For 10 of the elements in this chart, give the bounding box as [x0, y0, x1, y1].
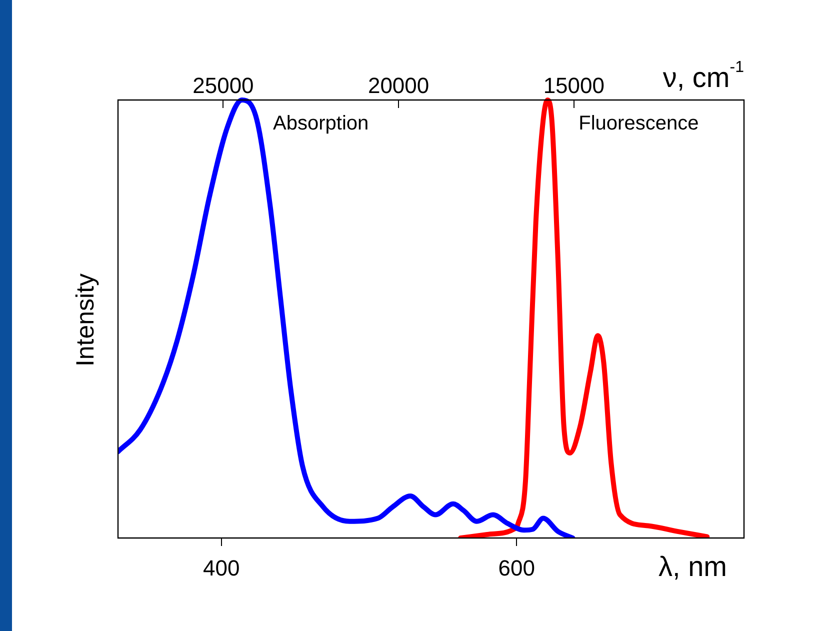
x-axis-title: λ, nm: [658, 551, 727, 582]
y-axis-title: Intensity: [72, 273, 100, 367]
x-tick-label: 600: [498, 555, 535, 580]
x2-tick-label: 25000: [192, 72, 254, 98]
series-label: Absorption: [273, 112, 369, 135]
x2-tick-label: 15000: [543, 72, 605, 98]
x-tick-label: 400: [202, 555, 240, 580]
x2-tick-label: 20000: [368, 72, 430, 98]
series-label: Fluorescence: [578, 112, 699, 135]
x2-axis-title: ν, cm$^{-1}$: [662, 59, 744, 93]
